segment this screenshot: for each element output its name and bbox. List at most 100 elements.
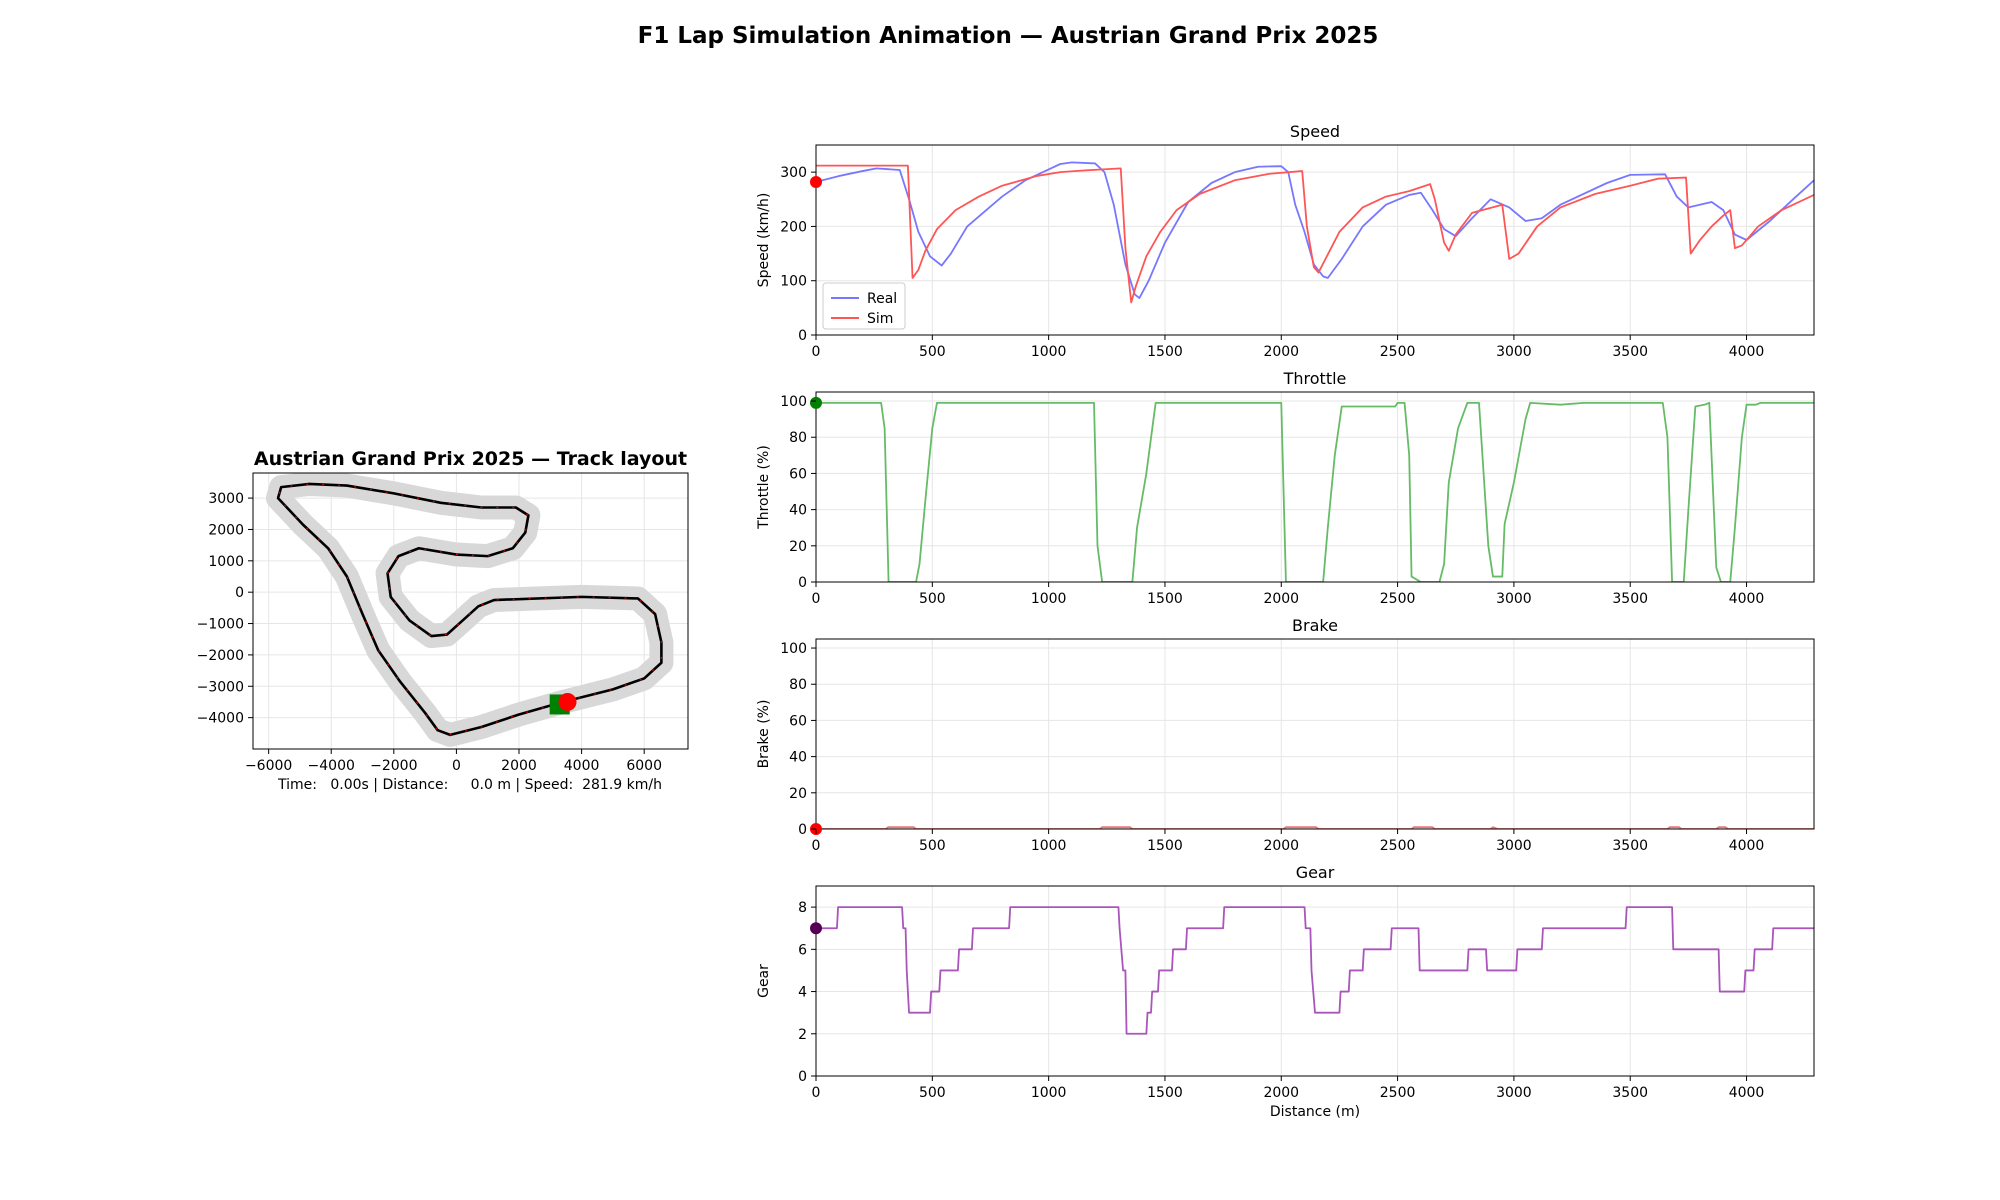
- speed-xtick-label: 1000: [1031, 344, 1067, 360]
- brake-xtick-label: 4000: [1729, 838, 1765, 854]
- gear-xtick-label: 4000: [1729, 1085, 1765, 1101]
- throttle-xtick-label: 500: [919, 591, 946, 607]
- speed-legend-label: Real: [867, 291, 897, 307]
- speed-xtick-label: 1500: [1147, 344, 1183, 360]
- speed-xtick-label: 500: [919, 344, 946, 360]
- brake-xtick-label: 3000: [1496, 838, 1532, 854]
- throttle-title: Throttle: [1283, 369, 1347, 388]
- throttle-series-line: [816, 401, 1814, 582]
- track-xtick-label: 0: [452, 758, 461, 774]
- track-xtick-label: 2000: [501, 758, 537, 774]
- throttle-xtick-label: 2500: [1380, 591, 1416, 607]
- throttle-frame: [815, 391, 1815, 583]
- brake-xtick-label: 500: [919, 838, 946, 854]
- throttle-current-marker: [810, 396, 822, 409]
- brake-series-line: [816, 826, 1814, 829]
- speed-data-layer: [816, 161, 1814, 304]
- track-frame: [252, 472, 689, 750]
- brake-ytick-label: 100: [780, 641, 807, 657]
- throttle-xtick-label: 4000: [1729, 591, 1765, 607]
- track-ytick-label: 2000: [208, 522, 244, 538]
- track-ytick-label: −1000: [197, 617, 244, 633]
- speed-xtick-label: 2000: [1263, 344, 1299, 360]
- car-marker: [558, 692, 577, 711]
- track-ytick-label: 0: [235, 585, 244, 601]
- gear-xtick-label: 3500: [1612, 1085, 1648, 1101]
- gear-xlabel: Distance (m): [1270, 1104, 1360, 1120]
- gear-xtick-label: 1500: [1147, 1085, 1183, 1101]
- throttle-data-layer: [816, 401, 1814, 582]
- track-ytick-label: 1000: [208, 554, 244, 570]
- speed-series-real: [816, 161, 1814, 299]
- brake-xtick-label: 2000: [1263, 838, 1299, 854]
- brake-ytick-label: 60: [789, 713, 807, 729]
- speed-xtick-label: 2500: [1380, 344, 1416, 360]
- throttle-ytick-label: 100: [780, 394, 807, 410]
- brake-xtick-label: 3500: [1612, 838, 1648, 854]
- throttle-ytick-label: 40: [789, 503, 807, 519]
- brake-xtick-label: 0: [812, 838, 821, 854]
- speed-xtick-label: 3000: [1496, 344, 1532, 360]
- gear-series-line: [816, 906, 1814, 1035]
- speed-current-marker: [810, 175, 822, 188]
- track-xtick-label: −2000: [370, 758, 417, 774]
- gear-xtick-label: 500: [919, 1085, 946, 1101]
- brake-panel: Brake 0 500 1000 1500 2000 2500 3000 3500 4000 0 20…: [756, 616, 1815, 854]
- gear-xtick-label: 0: [812, 1085, 821, 1101]
- track-ytick-label: −2000: [197, 648, 244, 664]
- speed-ytick-label: 0: [798, 328, 807, 344]
- brake-ytick-label: 20: [789, 786, 807, 802]
- track-xtick-label: 4000: [564, 758, 600, 774]
- brake-xtick-label: 1500: [1147, 838, 1183, 854]
- gear-panel: Gear 0 500 1000 1500 2000 2500 3000 3500 4000 0 2 4 6…: [756, 863, 1815, 1120]
- brake-ytick-label: 40: [789, 750, 807, 766]
- throttle-ytick-label: 0: [798, 575, 807, 591]
- brake-ytick-label: 0: [798, 822, 807, 838]
- throttle-xtick-label: 1000: [1031, 591, 1067, 607]
- gear-ytick-label: 4: [798, 985, 807, 1001]
- gear-ytick-label: 8: [798, 900, 807, 916]
- track-title: Austrian Grand Prix 2025 — Track layout: [254, 448, 687, 470]
- gear-current-marker: [810, 922, 822, 935]
- track-band: [266, 473, 674, 747]
- brake-xtick-label: 1000: [1031, 838, 1067, 854]
- track-xtick-label: 6000: [626, 758, 662, 774]
- gear-xtick-label: 2000: [1263, 1085, 1299, 1101]
- gear-xtick-label: 3000: [1496, 1085, 1532, 1101]
- figure-title: F1 Lap Simulation Animation — Austrian G…: [638, 23, 1379, 49]
- throttle-ytick-label: 80: [789, 430, 807, 446]
- speed-xtick-label: 0: [812, 344, 821, 360]
- throttle-xtick-label: 2000: [1263, 591, 1299, 607]
- speed-frame: [815, 144, 1815, 336]
- gear-frame: [815, 885, 1815, 1077]
- track-xtick-label: −4000: [308, 758, 355, 774]
- track-xtick-label: −6000: [245, 758, 292, 774]
- speed-legend-label: Sim: [867, 311, 893, 327]
- throttle-xtick-label: 0: [812, 591, 821, 607]
- speed-xtick-label: 3500: [1612, 344, 1648, 360]
- speed-ylabel: Speed (km/h): [756, 193, 772, 288]
- speed-ytick-label: 100: [780, 274, 807, 290]
- speed-series-sim: [816, 164, 1814, 304]
- speed-ytick-label: 200: [780, 219, 807, 235]
- gear-ylabel: Gear: [756, 964, 772, 998]
- gear-xtick-label: 2500: [1380, 1085, 1416, 1101]
- brake-frame: [815, 638, 1815, 830]
- speed-ytick-label: 300: [780, 165, 807, 181]
- throttle-ytick-label: 20: [789, 539, 807, 555]
- brake-data-layer: [816, 826, 1814, 829]
- track-panel: Austrian Grand Prix 2025 — Track layout −…: [197, 448, 689, 774]
- gear-ytick-label: 0: [798, 1069, 807, 1085]
- track-ytick-label: −4000: [197, 711, 244, 727]
- throttle-ylabel: Throttle (%): [756, 445, 772, 530]
- track-ytick-label: −3000: [197, 679, 244, 695]
- gear-title: Gear: [1296, 863, 1335, 882]
- speed-panel: Speed 0 500 1000 1500 2000 2500 3000 3500 4000 0 10…: [756, 122, 1815, 360]
- brake-title: Brake: [1292, 616, 1338, 635]
- brake-ytick-label: 80: [789, 677, 807, 693]
- throttle-xtick-label: 1500: [1147, 591, 1183, 607]
- track-centerline: [276, 482, 663, 737]
- brake-xtick-label: 2500: [1380, 838, 1416, 854]
